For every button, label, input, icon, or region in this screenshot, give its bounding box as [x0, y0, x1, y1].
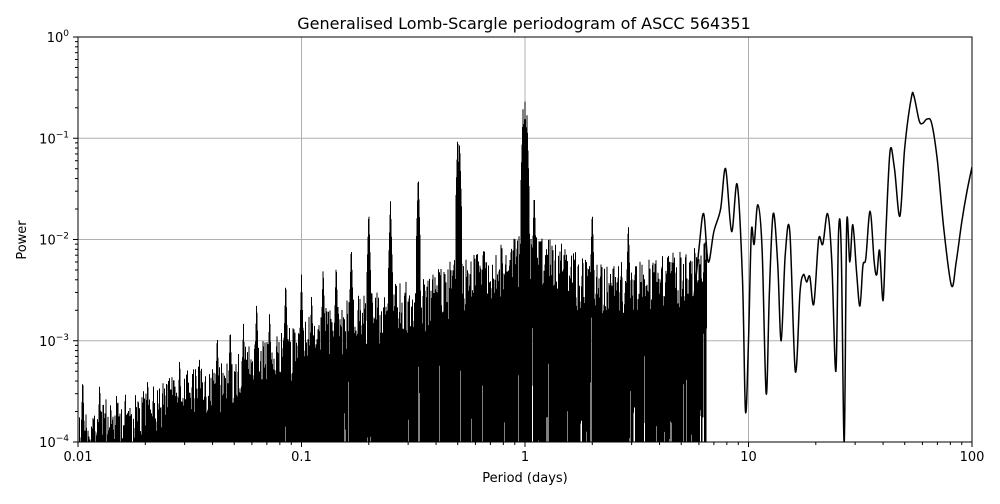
y-axis-ticks: 10−4 10−3 10−2 10−1 100 [39, 29, 78, 451]
y-tick-label: 100 [47, 29, 70, 46]
y-tick-label: 10−3 [39, 333, 69, 350]
x-tick-label: 10 [740, 450, 757, 465]
x-axis-label: Period (days) [482, 471, 568, 486]
chart-title: Generalised Lomb-Scargle periodogram of … [297, 14, 751, 33]
x-tick-label: 100 [960, 450, 985, 465]
x-tick-label: 0.01 [64, 450, 93, 465]
y-axis-label: Power [15, 220, 30, 260]
x-tick-label: 0.1 [291, 450, 312, 465]
x-axis-ticks: 0.01 0.1 1 10 100 [64, 442, 985, 465]
x-tick-label: 1 [521, 450, 529, 465]
y-tick-label: 10−4 [39, 434, 69, 451]
y-tick-label: 10−2 [39, 232, 69, 249]
y-tick-label: 10−1 [39, 130, 69, 147]
periodogram-smooth-line [689, 91, 972, 442]
